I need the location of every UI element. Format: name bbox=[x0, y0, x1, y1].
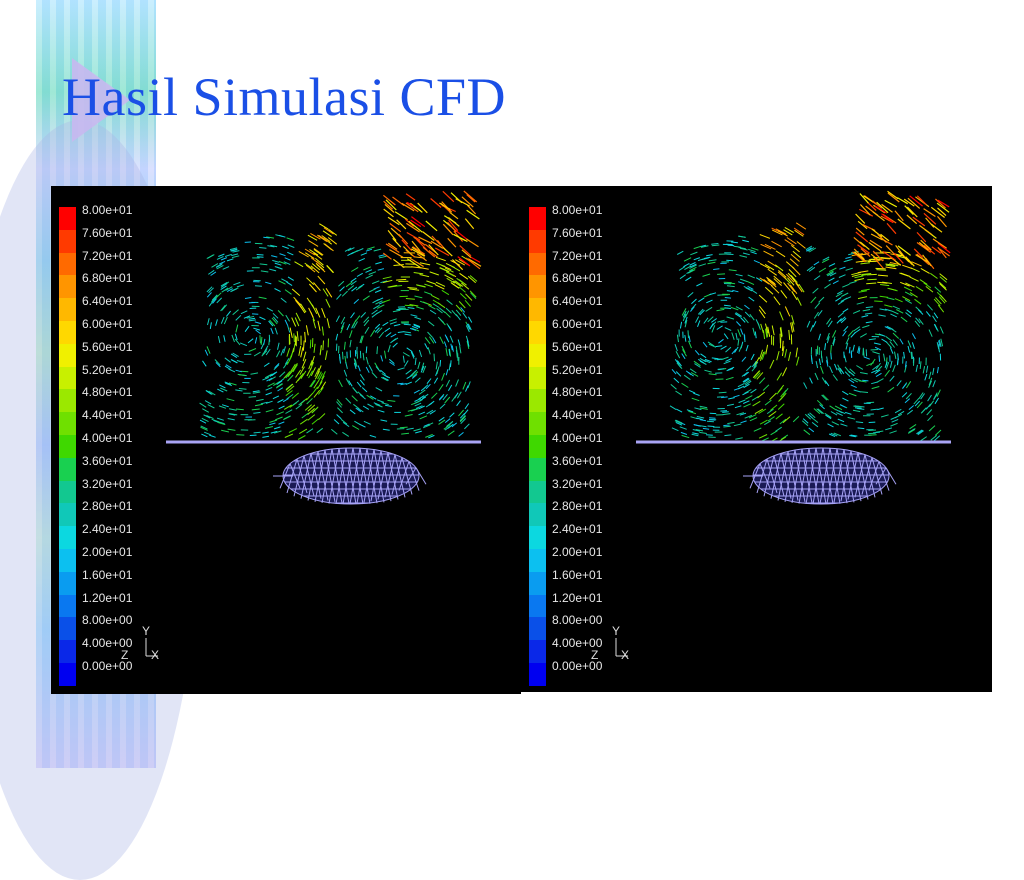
legend-swatch bbox=[59, 503, 76, 526]
legend-label: 1.60e+01 bbox=[82, 568, 132, 582]
legend-swatch bbox=[529, 617, 546, 640]
legend-label: 2.80e+01 bbox=[82, 499, 132, 513]
legend-swatch bbox=[529, 230, 546, 253]
vector-arrows bbox=[200, 191, 481, 440]
legend-label: 2.40e+01 bbox=[552, 522, 602, 536]
legend-swatch bbox=[529, 412, 546, 435]
legend-swatch bbox=[59, 412, 76, 435]
legend-swatch bbox=[59, 389, 76, 412]
legend-swatch bbox=[59, 253, 76, 276]
legend-label: 4.00e+00 bbox=[82, 636, 132, 650]
legend-label: 4.00e+01 bbox=[552, 431, 602, 445]
legend-swatch bbox=[529, 321, 546, 344]
legend-swatch bbox=[529, 503, 546, 526]
legend-swatch bbox=[59, 549, 76, 572]
legend-swatch bbox=[59, 435, 76, 458]
mesh-wireframe bbox=[273, 448, 426, 504]
legend-swatch bbox=[529, 253, 546, 276]
legend-swatch bbox=[529, 367, 546, 390]
legend-label: 5.20e+01 bbox=[552, 363, 602, 377]
legend-swatch bbox=[59, 321, 76, 344]
legend-label: 5.60e+01 bbox=[82, 340, 132, 354]
legend-label: 8.00e+00 bbox=[552, 613, 602, 627]
legend-label: 8.00e+01 bbox=[552, 203, 602, 217]
legend-swatch bbox=[59, 230, 76, 253]
legend-label: 4.00e+00 bbox=[552, 636, 602, 650]
legend-swatch bbox=[59, 367, 76, 390]
legend-swatch bbox=[529, 640, 546, 663]
legend-label: 6.80e+01 bbox=[552, 271, 602, 285]
legend-swatch bbox=[59, 663, 76, 686]
legend-label: 7.20e+01 bbox=[552, 249, 602, 263]
legend-label: 2.00e+01 bbox=[82, 545, 132, 559]
legend-label: 4.80e+01 bbox=[552, 385, 602, 399]
legend-swatch bbox=[529, 207, 546, 230]
legend-label: 1.20e+01 bbox=[552, 591, 602, 605]
legend-swatch bbox=[529, 275, 546, 298]
legend-swatch bbox=[59, 344, 76, 367]
legend-label: 6.40e+01 bbox=[82, 294, 132, 308]
legend-label: 7.60e+01 bbox=[82, 226, 132, 240]
legend-label: 6.00e+01 bbox=[552, 317, 602, 331]
mesh-wireframe bbox=[743, 448, 896, 504]
legend-label: 8.00e+00 bbox=[82, 613, 132, 627]
legend-swatch bbox=[529, 344, 546, 367]
legend-label: 3.60e+01 bbox=[82, 454, 132, 468]
legend-swatch bbox=[529, 549, 546, 572]
legend-swatch bbox=[529, 389, 546, 412]
legend-label: 0.00e+00 bbox=[552, 659, 602, 673]
legend-swatch bbox=[59, 617, 76, 640]
legend-label: 4.40e+01 bbox=[82, 408, 132, 422]
legend-swatch bbox=[59, 275, 76, 298]
legend-label: 1.20e+01 bbox=[82, 591, 132, 605]
legend-label: 2.80e+01 bbox=[552, 499, 602, 513]
legend-swatch bbox=[529, 298, 546, 321]
legend-swatch bbox=[529, 458, 546, 481]
legend-swatch bbox=[529, 663, 546, 686]
svg-text:X: X bbox=[151, 648, 159, 662]
legend-swatch bbox=[529, 572, 546, 595]
legend-label: 3.20e+01 bbox=[82, 477, 132, 491]
legend-label: 6.40e+01 bbox=[552, 294, 602, 308]
legend-swatch bbox=[59, 595, 76, 618]
legend-label: 4.00e+01 bbox=[82, 431, 132, 445]
legend-swatch bbox=[59, 640, 76, 663]
legend-label: 6.80e+01 bbox=[82, 271, 132, 285]
legend-swatch bbox=[59, 572, 76, 595]
legend-swatch bbox=[59, 458, 76, 481]
legend-swatch bbox=[529, 435, 546, 458]
legend-swatch bbox=[529, 481, 546, 504]
legend-swatch bbox=[59, 526, 76, 549]
svg-text:Y: Y bbox=[612, 624, 620, 638]
legend-label: 8.00e+01 bbox=[82, 203, 132, 217]
legend-label: 1.60e+01 bbox=[552, 568, 602, 582]
legend-swatch bbox=[59, 298, 76, 321]
svg-text:X: X bbox=[621, 648, 629, 662]
legend-label: 3.60e+01 bbox=[552, 454, 602, 468]
legend-label: 5.20e+01 bbox=[82, 363, 132, 377]
legend-label: 7.60e+01 bbox=[552, 226, 602, 240]
legend-label: 2.40e+01 bbox=[82, 522, 132, 536]
legend-swatch bbox=[529, 526, 546, 549]
legend-label: 7.20e+01 bbox=[82, 249, 132, 263]
legend-label: 0.00e+00 bbox=[82, 659, 132, 673]
legend-label: 2.00e+01 bbox=[552, 545, 602, 559]
legend-swatch bbox=[59, 207, 76, 230]
legend-label: 5.60e+01 bbox=[552, 340, 602, 354]
legend-label: 4.40e+01 bbox=[552, 408, 602, 422]
legend-label: 6.00e+01 bbox=[82, 317, 132, 331]
legend-swatch bbox=[59, 481, 76, 504]
svg-text:Y: Y bbox=[142, 624, 150, 638]
legend-label: 3.20e+01 bbox=[552, 477, 602, 491]
legend-label: 4.80e+01 bbox=[82, 385, 132, 399]
vector-arrows bbox=[670, 191, 950, 442]
slide-title: Hasil Simulasi CFD bbox=[62, 66, 506, 128]
legend-swatch bbox=[529, 595, 546, 618]
